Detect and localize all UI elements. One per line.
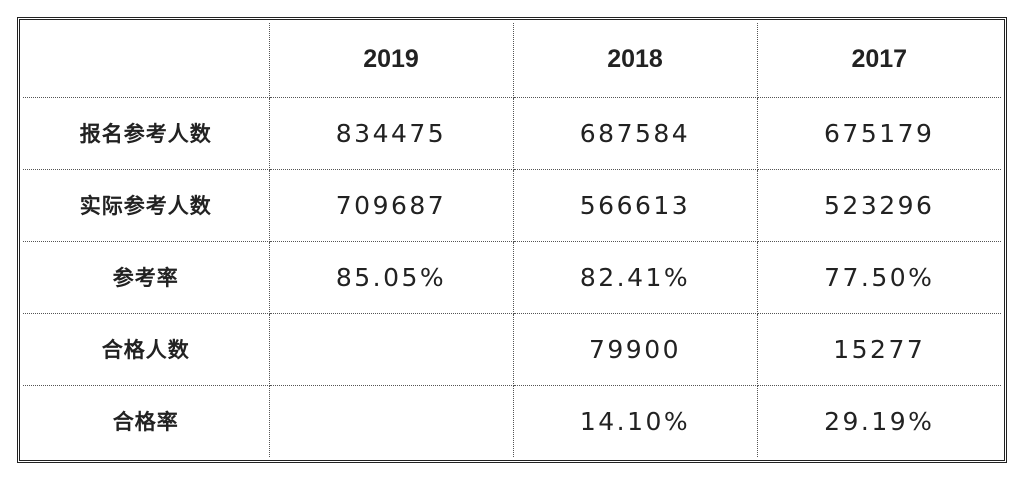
table-row: 报名参考人数 834475 687584 675179 (23, 96, 1001, 170)
table-cell: 82.41% (512, 240, 758, 314)
column-header-2019: 2019 (268, 23, 514, 98)
row-label-pass-rate: 合格率 (23, 384, 270, 457)
exam-statistics-table: 2019 2018 2017 报名参考人数 834475 687584 6751… (23, 23, 1001, 457)
table-cell: 687584 (512, 96, 758, 170)
column-header-2018: 2018 (512, 23, 758, 98)
row-label-passed: 合格人数 (23, 312, 270, 386)
row-label-attendance-rate: 参考率 (23, 240, 270, 314)
table-row: 合格率 14.10% 29.19% (23, 384, 1001, 457)
table-cell: 566613 (512, 168, 758, 242)
table-cell: 523296 (756, 168, 1001, 242)
table-cell: 834475 (268, 96, 514, 170)
row-label-registered: 报名参考人数 (23, 96, 270, 170)
table-cell: 675179 (756, 96, 1001, 170)
table-row: 参考率 85.05% 82.41% 77.50% (23, 240, 1001, 314)
row-label-actual: 实际参考人数 (23, 168, 270, 242)
header-row: 2019 2018 2017 (23, 23, 1001, 98)
table-row: 实际参考人数 709687 566613 523296 (23, 168, 1001, 242)
column-header-2017: 2017 (756, 23, 1001, 98)
table-cell: 15277 (756, 312, 1001, 386)
corner-cell (23, 23, 270, 98)
table-cell (268, 312, 514, 386)
table-row: 合格人数 79900 15277 (23, 312, 1001, 386)
table-frame: 2019 2018 2017 报名参考人数 834475 687584 6751… (17, 17, 1007, 463)
table-cell: 79900 (512, 312, 758, 386)
table-cell (268, 384, 514, 457)
table-cell: 85.05% (268, 240, 514, 314)
table-cell: 29.19% (756, 384, 1001, 457)
table-cell: 14.10% (512, 384, 758, 457)
table-cell: 709687 (268, 168, 514, 242)
table-cell: 77.50% (756, 240, 1001, 314)
